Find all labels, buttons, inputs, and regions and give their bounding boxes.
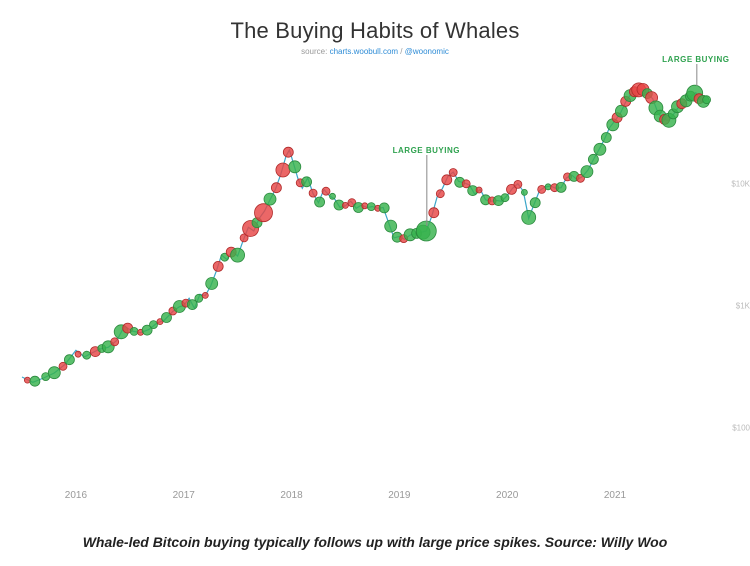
- sell-marker: [24, 377, 30, 383]
- y-tick-label: $10K: [731, 179, 750, 188]
- chart-svg: [22, 62, 712, 476]
- buy-marker: [545, 184, 551, 190]
- buy-marker: [615, 105, 627, 117]
- sell-marker: [255, 204, 273, 222]
- buy-marker: [601, 133, 611, 143]
- buy-marker: [264, 193, 276, 205]
- x-tick-label: 2017: [173, 490, 195, 501]
- sell-marker: [436, 190, 444, 198]
- buy-marker: [302, 177, 312, 187]
- sell-marker: [342, 202, 348, 208]
- source-handle: @woonomic: [405, 47, 449, 56]
- sell-marker: [442, 175, 452, 185]
- buy-marker: [521, 189, 527, 195]
- buy-marker: [48, 367, 60, 379]
- source-link: charts.woobull.com: [330, 47, 398, 56]
- buy-marker: [594, 143, 606, 155]
- figure-caption: Whale-led Bitcoin buying typically follo…: [0, 534, 750, 550]
- buy-marker: [556, 182, 566, 192]
- buy-marker: [501, 194, 509, 202]
- y-tick-label: $100: [732, 423, 750, 432]
- callout-pin: [426, 155, 427, 226]
- sell-marker: [476, 187, 482, 193]
- figure-container: The Buying Habits of Whales source: char…: [0, 0, 750, 566]
- source-sep: /: [398, 47, 405, 56]
- buy-marker: [195, 294, 203, 302]
- buy-marker: [522, 210, 536, 224]
- buy-marker: [385, 220, 397, 232]
- x-axis: 2016 2017 2018 2019 2020 2021: [22, 490, 712, 504]
- buy-marker: [315, 197, 325, 207]
- buy-marker: [703, 96, 711, 104]
- sell-marker: [309, 189, 317, 197]
- sell-marker: [429, 208, 439, 218]
- sell-marker: [75, 351, 81, 357]
- sell-marker: [213, 261, 223, 271]
- source-prefix: source:: [301, 47, 329, 56]
- sell-marker: [111, 338, 119, 346]
- callout-label: LARGE BUYING: [393, 146, 460, 155]
- sell-marker: [449, 169, 457, 177]
- buy-marker: [379, 203, 389, 213]
- sell-marker: [283, 147, 293, 157]
- sell-marker: [538, 185, 546, 193]
- buy-marker: [150, 321, 158, 329]
- chart-title: The Buying Habits of Whales: [0, 0, 750, 44]
- x-tick-label: 2016: [65, 490, 87, 501]
- chart-source: source: charts.woobull.com / @woonomic: [0, 47, 750, 56]
- y-axis: $100 $1K $10K: [714, 62, 750, 476]
- buy-marker: [367, 203, 375, 211]
- buy-marker: [130, 327, 138, 335]
- chart-area: [22, 62, 712, 476]
- buy-marker: [330, 193, 336, 199]
- x-tick-label: 2020: [496, 490, 518, 501]
- sell-marker: [202, 292, 208, 298]
- sell-marker: [462, 180, 470, 188]
- buy-marker: [231, 248, 245, 262]
- buy-marker: [83, 351, 91, 359]
- x-tick-label: 2021: [604, 490, 626, 501]
- sell-marker: [362, 203, 368, 209]
- buy-marker: [64, 355, 74, 365]
- buy-marker: [530, 198, 540, 208]
- buy-marker: [30, 376, 40, 386]
- y-tick-label: $1K: [736, 301, 750, 310]
- sell-marker: [276, 163, 290, 177]
- buy-marker: [289, 161, 301, 173]
- sell-marker: [271, 183, 281, 193]
- sell-marker: [514, 180, 522, 188]
- callout-pin: [696, 64, 697, 86]
- x-tick-label: 2019: [388, 490, 410, 501]
- x-tick-label: 2018: [280, 490, 302, 501]
- buy-marker: [206, 278, 218, 290]
- callout-label: LARGE BUYING: [662, 55, 729, 64]
- buy-marker: [588, 154, 598, 164]
- sell-marker: [322, 187, 330, 195]
- buy-marker: [581, 166, 593, 178]
